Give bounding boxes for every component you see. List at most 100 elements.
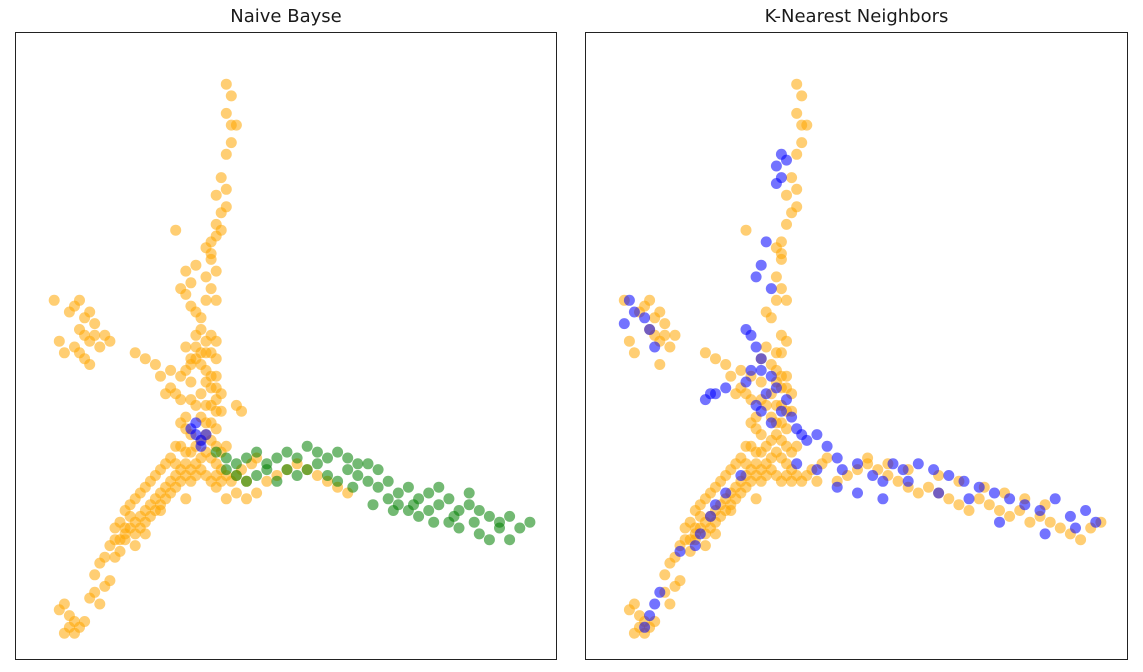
scatter-point — [210, 446, 222, 458]
scatter-point — [94, 341, 106, 353]
scatter-point — [750, 271, 762, 283]
scatter-point — [210, 265, 222, 277]
scatter-point — [220, 183, 232, 195]
scatter-point — [781, 154, 792, 166]
scatter-point — [699, 540, 711, 552]
scatter-point — [755, 353, 767, 365]
scatter-point — [230, 487, 242, 499]
scatter-point — [170, 388, 182, 400]
scatter-point — [104, 335, 116, 347]
scatter-point — [210, 189, 222, 201]
scatter-point — [453, 522, 465, 534]
scatter-point — [770, 271, 782, 283]
scatter-point — [775, 347, 787, 359]
scatter-point — [745, 364, 757, 376]
scatter-point — [644, 610, 656, 622]
scatter-point — [200, 294, 212, 306]
scatter-point — [674, 575, 686, 587]
scatter-point — [190, 329, 202, 341]
scatter-point — [387, 505, 399, 516]
scatter-point — [413, 510, 425, 522]
scatter-point — [494, 522, 505, 534]
scatter-point — [195, 388, 207, 400]
scatter-point — [1075, 534, 1087, 546]
scatter-point — [443, 493, 455, 505]
series-1 — [185, 417, 212, 452]
scatter-point — [720, 359, 732, 370]
scatter-point — [205, 248, 217, 260]
scatter-point — [332, 475, 344, 487]
scatter-point — [781, 189, 792, 201]
scatter-point — [200, 429, 212, 441]
scatter-point — [210, 481, 222, 493]
scatter-point — [210, 370, 222, 382]
series-2 — [210, 440, 536, 546]
scatter-point — [251, 487, 263, 499]
scatter-point — [362, 458, 374, 470]
scatter-point — [791, 78, 803, 90]
scatter-point — [923, 481, 934, 493]
scatter-point — [781, 218, 792, 230]
naive-bayes-title: Naive Bayse — [230, 6, 342, 27]
scatter-point — [765, 417, 777, 429]
scatter-point — [155, 370, 166, 382]
scatter-point — [473, 528, 485, 540]
scatter-point — [185, 300, 197, 312]
scatter-point — [342, 452, 354, 464]
scatter-point — [755, 259, 767, 271]
scatter-point — [750, 341, 762, 353]
scatter-point — [1044, 516, 1056, 528]
scatter-point — [89, 318, 101, 330]
scatter-point — [448, 510, 460, 522]
scatter-point — [225, 90, 237, 102]
scatter-point — [220, 107, 232, 119]
scatter-point — [933, 487, 945, 499]
scatter-point — [372, 481, 384, 493]
scatter-point — [770, 382, 782, 394]
scatter-point — [139, 353, 151, 365]
scatter-point — [109, 522, 121, 534]
scatter-point — [185, 277, 197, 289]
scatter-point — [322, 470, 333, 481]
scatter-point — [654, 586, 666, 598]
scatter-point — [139, 528, 151, 540]
scatter-point — [210, 353, 222, 365]
scatter-point — [796, 90, 808, 102]
scatter-point — [271, 475, 283, 487]
scatter-point — [367, 499, 379, 511]
scatter-point — [750, 493, 762, 505]
scatter-point — [755, 364, 767, 376]
scatter-point — [811, 464, 823, 476]
scatter-point — [735, 364, 747, 376]
scatter-point — [801, 434, 813, 446]
scatter-point — [791, 183, 803, 195]
scatter-point — [811, 475, 823, 487]
scatter-point — [271, 452, 283, 464]
scatter-point — [775, 405, 787, 417]
scatter-point — [463, 487, 475, 499]
scatter-point — [811, 429, 823, 441]
scatter-point — [781, 370, 792, 382]
scatter-point — [165, 364, 177, 376]
scatter-point — [755, 405, 767, 417]
scatter-point — [720, 382, 732, 394]
scatter-point — [504, 510, 516, 522]
scatter-point — [958, 475, 970, 487]
scatter-point — [210, 423, 222, 435]
scatter-point — [342, 464, 354, 476]
scatter-point — [699, 347, 711, 359]
scatter-point — [781, 335, 792, 347]
scatter-point — [912, 487, 924, 499]
scatter-point — [48, 294, 60, 306]
scatter-point — [821, 440, 833, 452]
scatter-point — [504, 534, 516, 546]
scatter-point — [659, 569, 671, 581]
scatter-point — [195, 347, 207, 359]
scatter-point — [352, 470, 364, 481]
scatter-point — [765, 370, 777, 382]
scatter-point — [1034, 505, 1046, 516]
scatter-point — [63, 610, 75, 622]
scatter-point — [220, 201, 232, 213]
scatter-point — [902, 475, 914, 487]
scatter-point — [210, 230, 222, 242]
